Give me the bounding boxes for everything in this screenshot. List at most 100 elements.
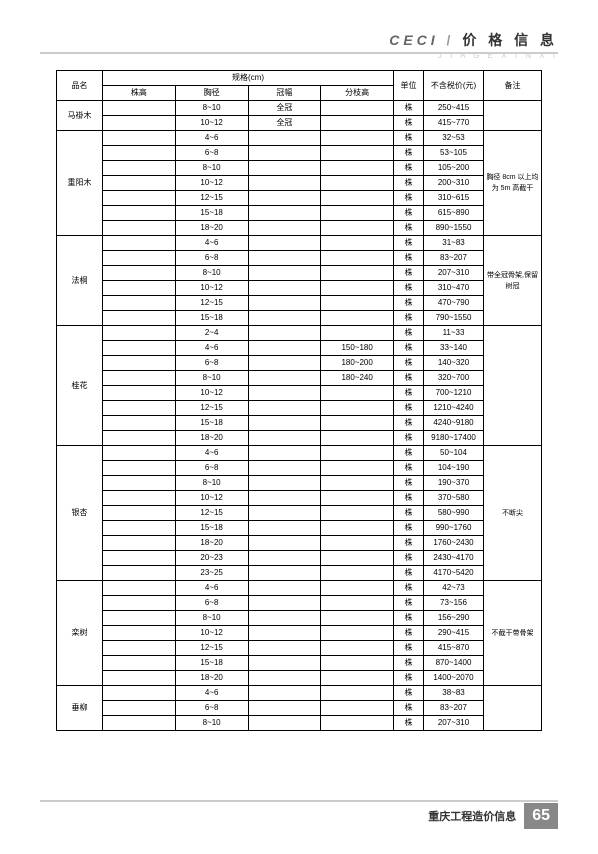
data-cell — [103, 476, 176, 491]
data-cell — [321, 251, 394, 266]
data-cell — [321, 281, 394, 296]
data-cell — [248, 431, 321, 446]
data-cell — [321, 581, 394, 596]
data-cell — [321, 521, 394, 536]
data-cell: 株 — [394, 311, 424, 326]
data-cell: 12~15 — [175, 296, 248, 311]
table-row: 6~8株73~156 — [57, 596, 542, 611]
col-spec1: 株高 — [103, 86, 176, 101]
data-cell — [103, 341, 176, 356]
table-row: 10~12株200~310 — [57, 176, 542, 191]
data-cell: 207~310 — [424, 266, 484, 281]
data-cell — [321, 671, 394, 686]
data-cell: 42~73 — [424, 581, 484, 596]
data-cell: 470~790 — [424, 296, 484, 311]
data-cell — [321, 401, 394, 416]
data-cell: 株 — [394, 431, 424, 446]
data-cell: 株 — [394, 101, 424, 116]
data-cell: 320~700 — [424, 371, 484, 386]
table-row: 18~20株9180~17400 — [57, 431, 542, 446]
data-cell — [248, 671, 321, 686]
data-cell — [248, 161, 321, 176]
data-cell: 15~18 — [175, 416, 248, 431]
brand-name: CECI — [389, 32, 438, 48]
table-row: 6~8株83~207 — [57, 251, 542, 266]
data-cell: 18~20 — [175, 536, 248, 551]
data-cell: 2~4 — [175, 326, 248, 341]
data-cell: 1760~2430 — [424, 536, 484, 551]
data-cell: 15~18 — [175, 311, 248, 326]
data-cell: 全冠 — [248, 116, 321, 131]
data-cell — [321, 536, 394, 551]
data-cell — [321, 506, 394, 521]
data-cell: 10~12 — [175, 281, 248, 296]
data-cell: 4~6 — [175, 581, 248, 596]
data-cell — [248, 146, 321, 161]
data-cell — [103, 611, 176, 626]
name-cell: 重阳木 — [57, 131, 103, 236]
data-cell: 株 — [394, 146, 424, 161]
data-cell: 株 — [394, 236, 424, 251]
data-cell: 8~10 — [175, 611, 248, 626]
table-row: 8~10株207~310 — [57, 716, 542, 731]
data-cell — [248, 656, 321, 671]
table-row: 12~15株580~990 — [57, 506, 542, 521]
data-cell — [103, 521, 176, 536]
data-cell: 株 — [394, 551, 424, 566]
footer-rule — [40, 800, 558, 802]
data-cell — [321, 716, 394, 731]
data-cell: 株 — [394, 446, 424, 461]
table-row: 18~20株890~1550 — [57, 221, 542, 236]
data-cell: 1210~4240 — [424, 401, 484, 416]
data-cell — [103, 491, 176, 506]
table-row: 6~8株83~207 — [57, 701, 542, 716]
data-cell: 株 — [394, 476, 424, 491]
data-cell: 310~470 — [424, 281, 484, 296]
name-cell: 桂花 — [57, 326, 103, 446]
data-cell: 32~53 — [424, 131, 484, 146]
data-cell: 4~6 — [175, 236, 248, 251]
table-row: 18~20株1760~2430 — [57, 536, 542, 551]
data-cell: 18~20 — [175, 671, 248, 686]
data-cell — [321, 431, 394, 446]
data-cell — [248, 716, 321, 731]
data-cell — [248, 551, 321, 566]
data-cell: 370~580 — [424, 491, 484, 506]
data-cell: 株 — [394, 116, 424, 131]
data-cell — [103, 296, 176, 311]
data-cell: 株 — [394, 686, 424, 701]
data-cell — [103, 401, 176, 416]
data-cell — [103, 191, 176, 206]
data-cell: 6~8 — [175, 356, 248, 371]
data-cell — [321, 116, 394, 131]
data-cell: 310~615 — [424, 191, 484, 206]
data-cell: 1400~2070 — [424, 671, 484, 686]
data-cell — [248, 341, 321, 356]
data-cell — [103, 236, 176, 251]
data-cell: 株 — [394, 191, 424, 206]
data-cell — [103, 356, 176, 371]
data-cell — [248, 476, 321, 491]
data-cell: 790~1550 — [424, 311, 484, 326]
data-cell: 4~6 — [175, 686, 248, 701]
data-cell: 15~18 — [175, 521, 248, 536]
data-cell: 104~190 — [424, 461, 484, 476]
header-title: CECI / 价 格 信 息 — [389, 30, 558, 50]
data-cell: 株 — [394, 671, 424, 686]
data-cell — [321, 596, 394, 611]
data-cell: 10~12 — [175, 116, 248, 131]
data-cell: 8~10 — [175, 476, 248, 491]
price-table: 品名 规格(cm) 单位 不含税价(元) 备注 株高 胸径 冠幅 分枝高 马褂木… — [56, 70, 542, 731]
col-spec3: 冠幅 — [248, 86, 321, 101]
data-cell: 8~10 — [175, 716, 248, 731]
data-cell: 250~415 — [424, 101, 484, 116]
data-cell: 870~1400 — [424, 656, 484, 671]
data-cell: 615~890 — [424, 206, 484, 221]
data-cell: 73~156 — [424, 596, 484, 611]
table-head: 品名 规格(cm) 单位 不含税价(元) 备注 株高 胸径 冠幅 分枝高 — [57, 71, 542, 101]
data-cell — [248, 626, 321, 641]
table-row: 12~15株310~615 — [57, 191, 542, 206]
data-cell: 12~15 — [175, 506, 248, 521]
data-cell — [248, 251, 321, 266]
data-cell: 株 — [394, 251, 424, 266]
